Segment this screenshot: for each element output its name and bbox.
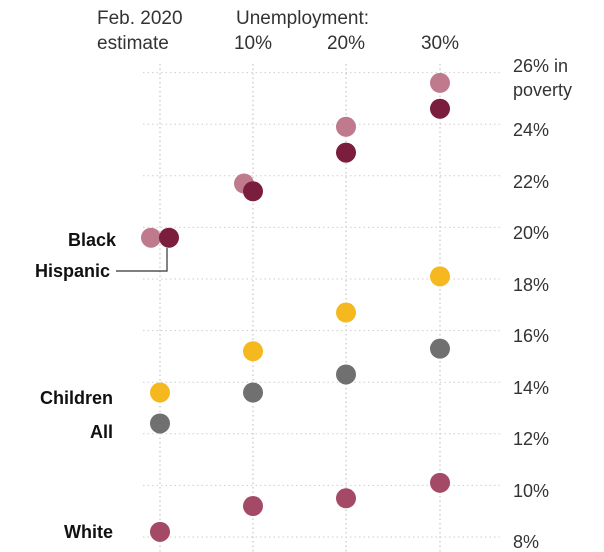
point-all-1 [243, 382, 263, 403]
column-label-10: 10% [234, 33, 272, 54]
point-hispanic-0 [159, 227, 179, 248]
point-all-2 [336, 364, 356, 385]
header-unemployment-label: Unemployment: [236, 8, 369, 29]
y-tick-label-7: 14% [513, 378, 549, 398]
group-label-hispanic: Hispanic [35, 261, 110, 281]
point-hispanic-2 [336, 142, 356, 163]
point-hispanic-3 [430, 98, 450, 119]
y-tick-label-1: poverty [513, 80, 572, 100]
point-black-3 [430, 72, 450, 93]
column-label-20: 20% [327, 33, 365, 54]
point-children-2 [336, 302, 356, 323]
point-children-1 [243, 341, 263, 362]
y-tick-label-4: 20% [513, 223, 549, 243]
point-children-0 [150, 382, 170, 403]
header-estimate-line1: Feb. 2020 [97, 8, 183, 29]
point-children-3 [430, 266, 450, 287]
y-tick-label-3: 22% [513, 172, 549, 192]
point-white-0 [150, 521, 170, 542]
y-tick-label-10: 8% [513, 532, 539, 552]
group-label-all: All [90, 422, 113, 442]
point-black-0 [141, 227, 161, 248]
grid-lines [159, 64, 441, 552]
y-tick-label-5: 18% [513, 275, 549, 295]
group-label-white: White [64, 522, 113, 542]
point-all-3 [430, 338, 450, 359]
point-white-3 [430, 472, 450, 493]
data-points [141, 72, 450, 542]
point-black-2 [336, 116, 356, 137]
y-tick-label-0: 26% in [513, 56, 568, 76]
y-tick-label-8: 12% [513, 429, 549, 449]
column-label-30: 30% [421, 33, 459, 54]
group-label-black: Black [68, 230, 117, 250]
point-hispanic-1 [243, 181, 263, 202]
y-tick-label-2: 24% [513, 120, 549, 140]
y-tick-label-9: 10% [513, 481, 549, 501]
y-tick-label-6: 16% [513, 326, 549, 346]
hispanic-leader-line [116, 248, 168, 272]
header-estimate-line2: estimate [97, 33, 169, 54]
y-axis-ticks: 26% in poverty 24% 22% 20% 18% 16% 14% 12% 10% 8% [143, 56, 572, 552]
group-label-children: Children [40, 388, 113, 408]
point-all-0 [150, 413, 170, 434]
point-white-2 [336, 488, 356, 509]
point-white-1 [243, 496, 263, 517]
